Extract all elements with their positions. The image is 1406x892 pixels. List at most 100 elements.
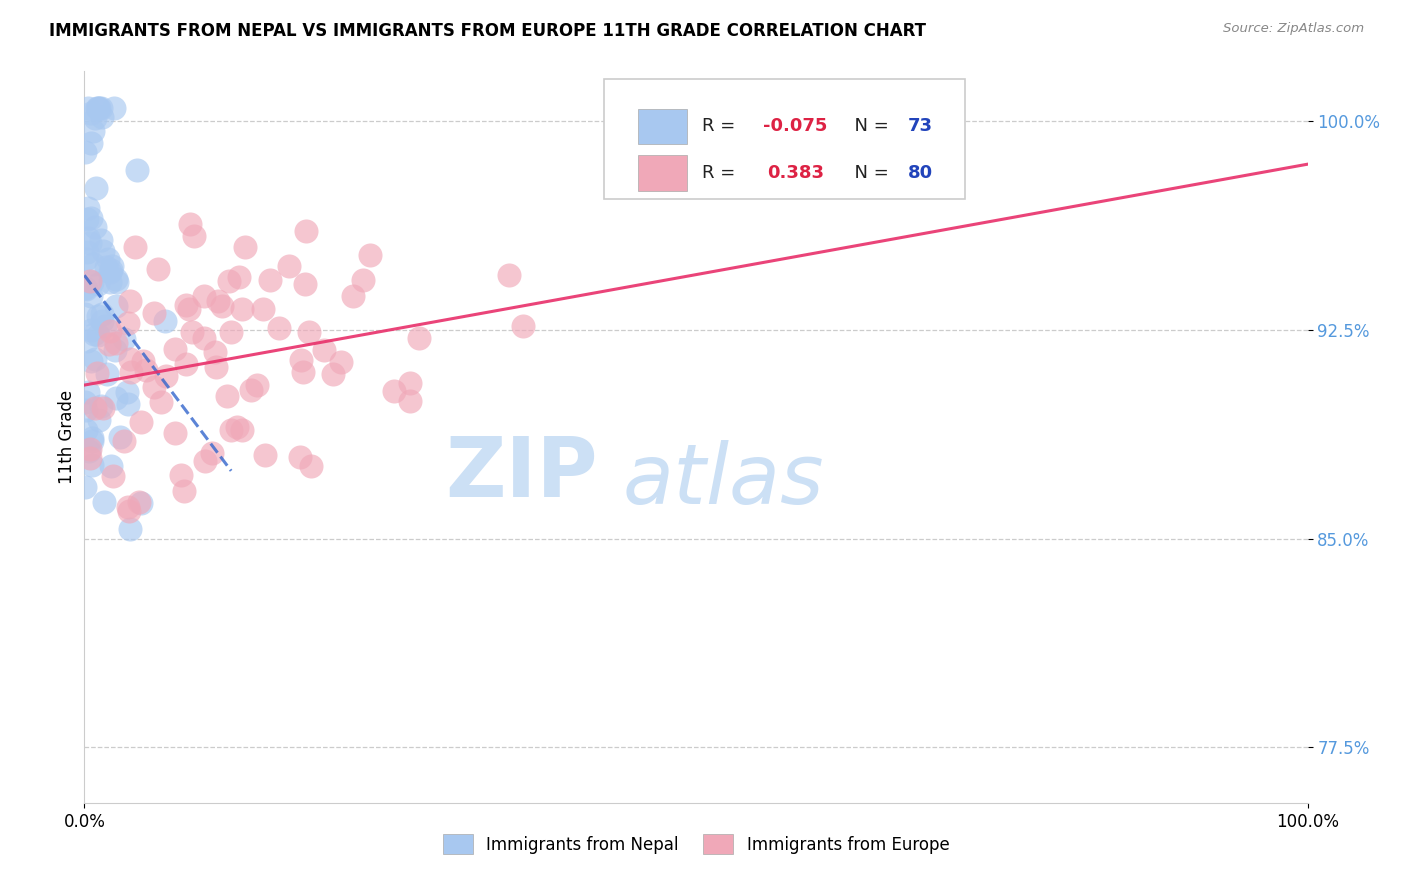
Point xyxy=(193,289,215,303)
Point xyxy=(82,123,104,137)
Point xyxy=(117,500,139,515)
Point xyxy=(135,363,157,377)
Point xyxy=(143,306,166,320)
Point xyxy=(120,352,142,367)
Point xyxy=(194,454,217,468)
Point xyxy=(207,293,229,308)
Point xyxy=(83,326,105,341)
Point xyxy=(80,136,103,151)
Point xyxy=(75,281,97,295)
Point xyxy=(183,229,205,244)
Point xyxy=(90,313,112,327)
Text: IMMIGRANTS FROM NEPAL VS IMMIGRANTS FROM EUROPE 11TH GRADE CORRELATION CHART: IMMIGRANTS FROM NEPAL VS IMMIGRANTS FROM… xyxy=(49,22,927,40)
Point xyxy=(277,259,299,273)
Point xyxy=(97,252,120,266)
Point xyxy=(219,423,242,437)
Point xyxy=(75,252,97,266)
Point xyxy=(103,101,125,115)
Point xyxy=(90,399,112,413)
Point xyxy=(79,442,101,456)
Point xyxy=(86,101,108,115)
Point xyxy=(299,458,322,473)
Point xyxy=(83,401,105,416)
Point xyxy=(399,376,422,391)
Point xyxy=(498,268,520,282)
Point xyxy=(80,354,103,368)
Point xyxy=(82,431,104,445)
Point xyxy=(174,298,197,312)
Text: atlas: atlas xyxy=(623,441,824,522)
Point xyxy=(75,480,97,494)
Point xyxy=(105,275,128,289)
Y-axis label: 11th Grade: 11th Grade xyxy=(58,390,76,484)
Point xyxy=(169,468,191,483)
Point xyxy=(312,343,335,358)
Point xyxy=(399,394,422,409)
Point xyxy=(91,244,114,258)
Point xyxy=(77,230,100,244)
Point xyxy=(114,434,136,448)
Text: ZIP: ZIP xyxy=(446,434,598,514)
Point xyxy=(512,319,534,334)
Point xyxy=(80,276,103,290)
Point xyxy=(87,309,110,323)
Point xyxy=(143,380,166,394)
Point xyxy=(129,415,152,429)
FancyBboxPatch shape xyxy=(605,78,965,200)
Point xyxy=(73,395,96,409)
Point xyxy=(179,302,201,317)
Point xyxy=(93,494,115,508)
Point xyxy=(120,365,142,379)
Point xyxy=(75,307,97,321)
Legend: Immigrants from Nepal, Immigrants from Europe: Immigrants from Nepal, Immigrants from E… xyxy=(436,828,956,860)
Point xyxy=(104,272,127,286)
Point xyxy=(180,325,202,339)
Bar xyxy=(638,109,688,144)
Point xyxy=(94,318,117,333)
Point xyxy=(91,111,114,125)
Point xyxy=(75,402,97,417)
Point xyxy=(82,257,104,271)
Point xyxy=(294,224,316,238)
Point xyxy=(240,383,263,397)
Point xyxy=(219,325,242,339)
Point xyxy=(176,357,198,371)
Point xyxy=(104,336,127,351)
Point xyxy=(129,495,152,509)
Point xyxy=(100,458,122,473)
Point xyxy=(211,299,233,313)
Text: 80: 80 xyxy=(908,164,932,182)
Point xyxy=(115,385,138,400)
Point xyxy=(73,145,96,159)
Point xyxy=(124,240,146,254)
Point xyxy=(231,423,253,437)
Point xyxy=(163,342,186,356)
Point xyxy=(246,378,269,392)
Point xyxy=(252,302,274,317)
Point xyxy=(218,274,240,288)
Text: 73: 73 xyxy=(908,117,932,136)
Point xyxy=(96,367,118,381)
Point xyxy=(155,368,177,383)
Point xyxy=(342,288,364,302)
Point xyxy=(84,220,107,235)
Point xyxy=(104,343,127,357)
Point xyxy=(193,331,215,345)
Point xyxy=(100,260,122,274)
Point xyxy=(77,444,100,458)
Point xyxy=(83,351,105,366)
Point xyxy=(80,288,103,302)
Point xyxy=(201,445,224,459)
Point xyxy=(86,327,108,342)
Point xyxy=(290,450,312,464)
Point xyxy=(146,262,169,277)
Point xyxy=(322,367,344,381)
Text: R =: R = xyxy=(702,117,741,136)
Point xyxy=(259,273,281,287)
Point xyxy=(80,106,103,120)
Point xyxy=(100,263,122,277)
Point xyxy=(79,274,101,288)
Point xyxy=(91,307,114,321)
Point xyxy=(75,423,97,437)
Point xyxy=(127,163,149,178)
